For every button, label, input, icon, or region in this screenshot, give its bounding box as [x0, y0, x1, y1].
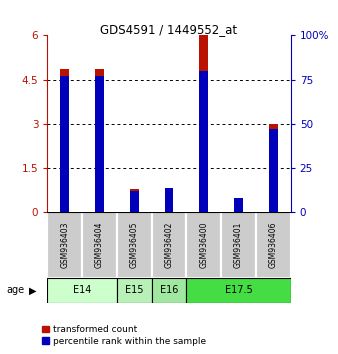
- Bar: [117, 212, 152, 278]
- Bar: [130, 191, 139, 212]
- Text: ▶: ▶: [29, 285, 36, 295]
- Bar: [199, 35, 208, 212]
- Text: age: age: [7, 285, 25, 295]
- Text: GSM936401: GSM936401: [234, 222, 243, 268]
- Legend: transformed count, percentile rank within the sample: transformed count, percentile rank withi…: [38, 321, 210, 349]
- Bar: [199, 71, 208, 212]
- Text: GDS4591 / 1449552_at: GDS4591 / 1449552_at: [100, 23, 238, 36]
- Bar: [234, 206, 243, 212]
- Bar: [269, 124, 277, 212]
- Text: E14: E14: [73, 285, 91, 295]
- Bar: [256, 212, 291, 278]
- Bar: [221, 212, 256, 278]
- Bar: [165, 188, 173, 212]
- Bar: [130, 189, 139, 212]
- Bar: [186, 212, 221, 278]
- Text: GSM936405: GSM936405: [130, 222, 139, 268]
- Text: GSM936402: GSM936402: [165, 222, 173, 268]
- Text: E17.5: E17.5: [225, 285, 252, 295]
- Text: GSM936404: GSM936404: [95, 222, 104, 268]
- Bar: [186, 278, 291, 303]
- Text: GSM936403: GSM936403: [60, 222, 69, 268]
- Bar: [117, 278, 152, 303]
- Text: GSM936406: GSM936406: [269, 222, 278, 268]
- Bar: [61, 69, 69, 212]
- Bar: [269, 129, 277, 212]
- Bar: [82, 212, 117, 278]
- Bar: [95, 76, 104, 212]
- Bar: [165, 188, 173, 212]
- Bar: [152, 278, 186, 303]
- Bar: [61, 76, 69, 212]
- Bar: [234, 198, 243, 212]
- Bar: [47, 278, 117, 303]
- Bar: [152, 212, 186, 278]
- Bar: [47, 212, 82, 278]
- Text: E16: E16: [160, 285, 178, 295]
- Text: GSM936400: GSM936400: [199, 222, 208, 268]
- Bar: [95, 69, 104, 212]
- Text: E15: E15: [125, 285, 144, 295]
